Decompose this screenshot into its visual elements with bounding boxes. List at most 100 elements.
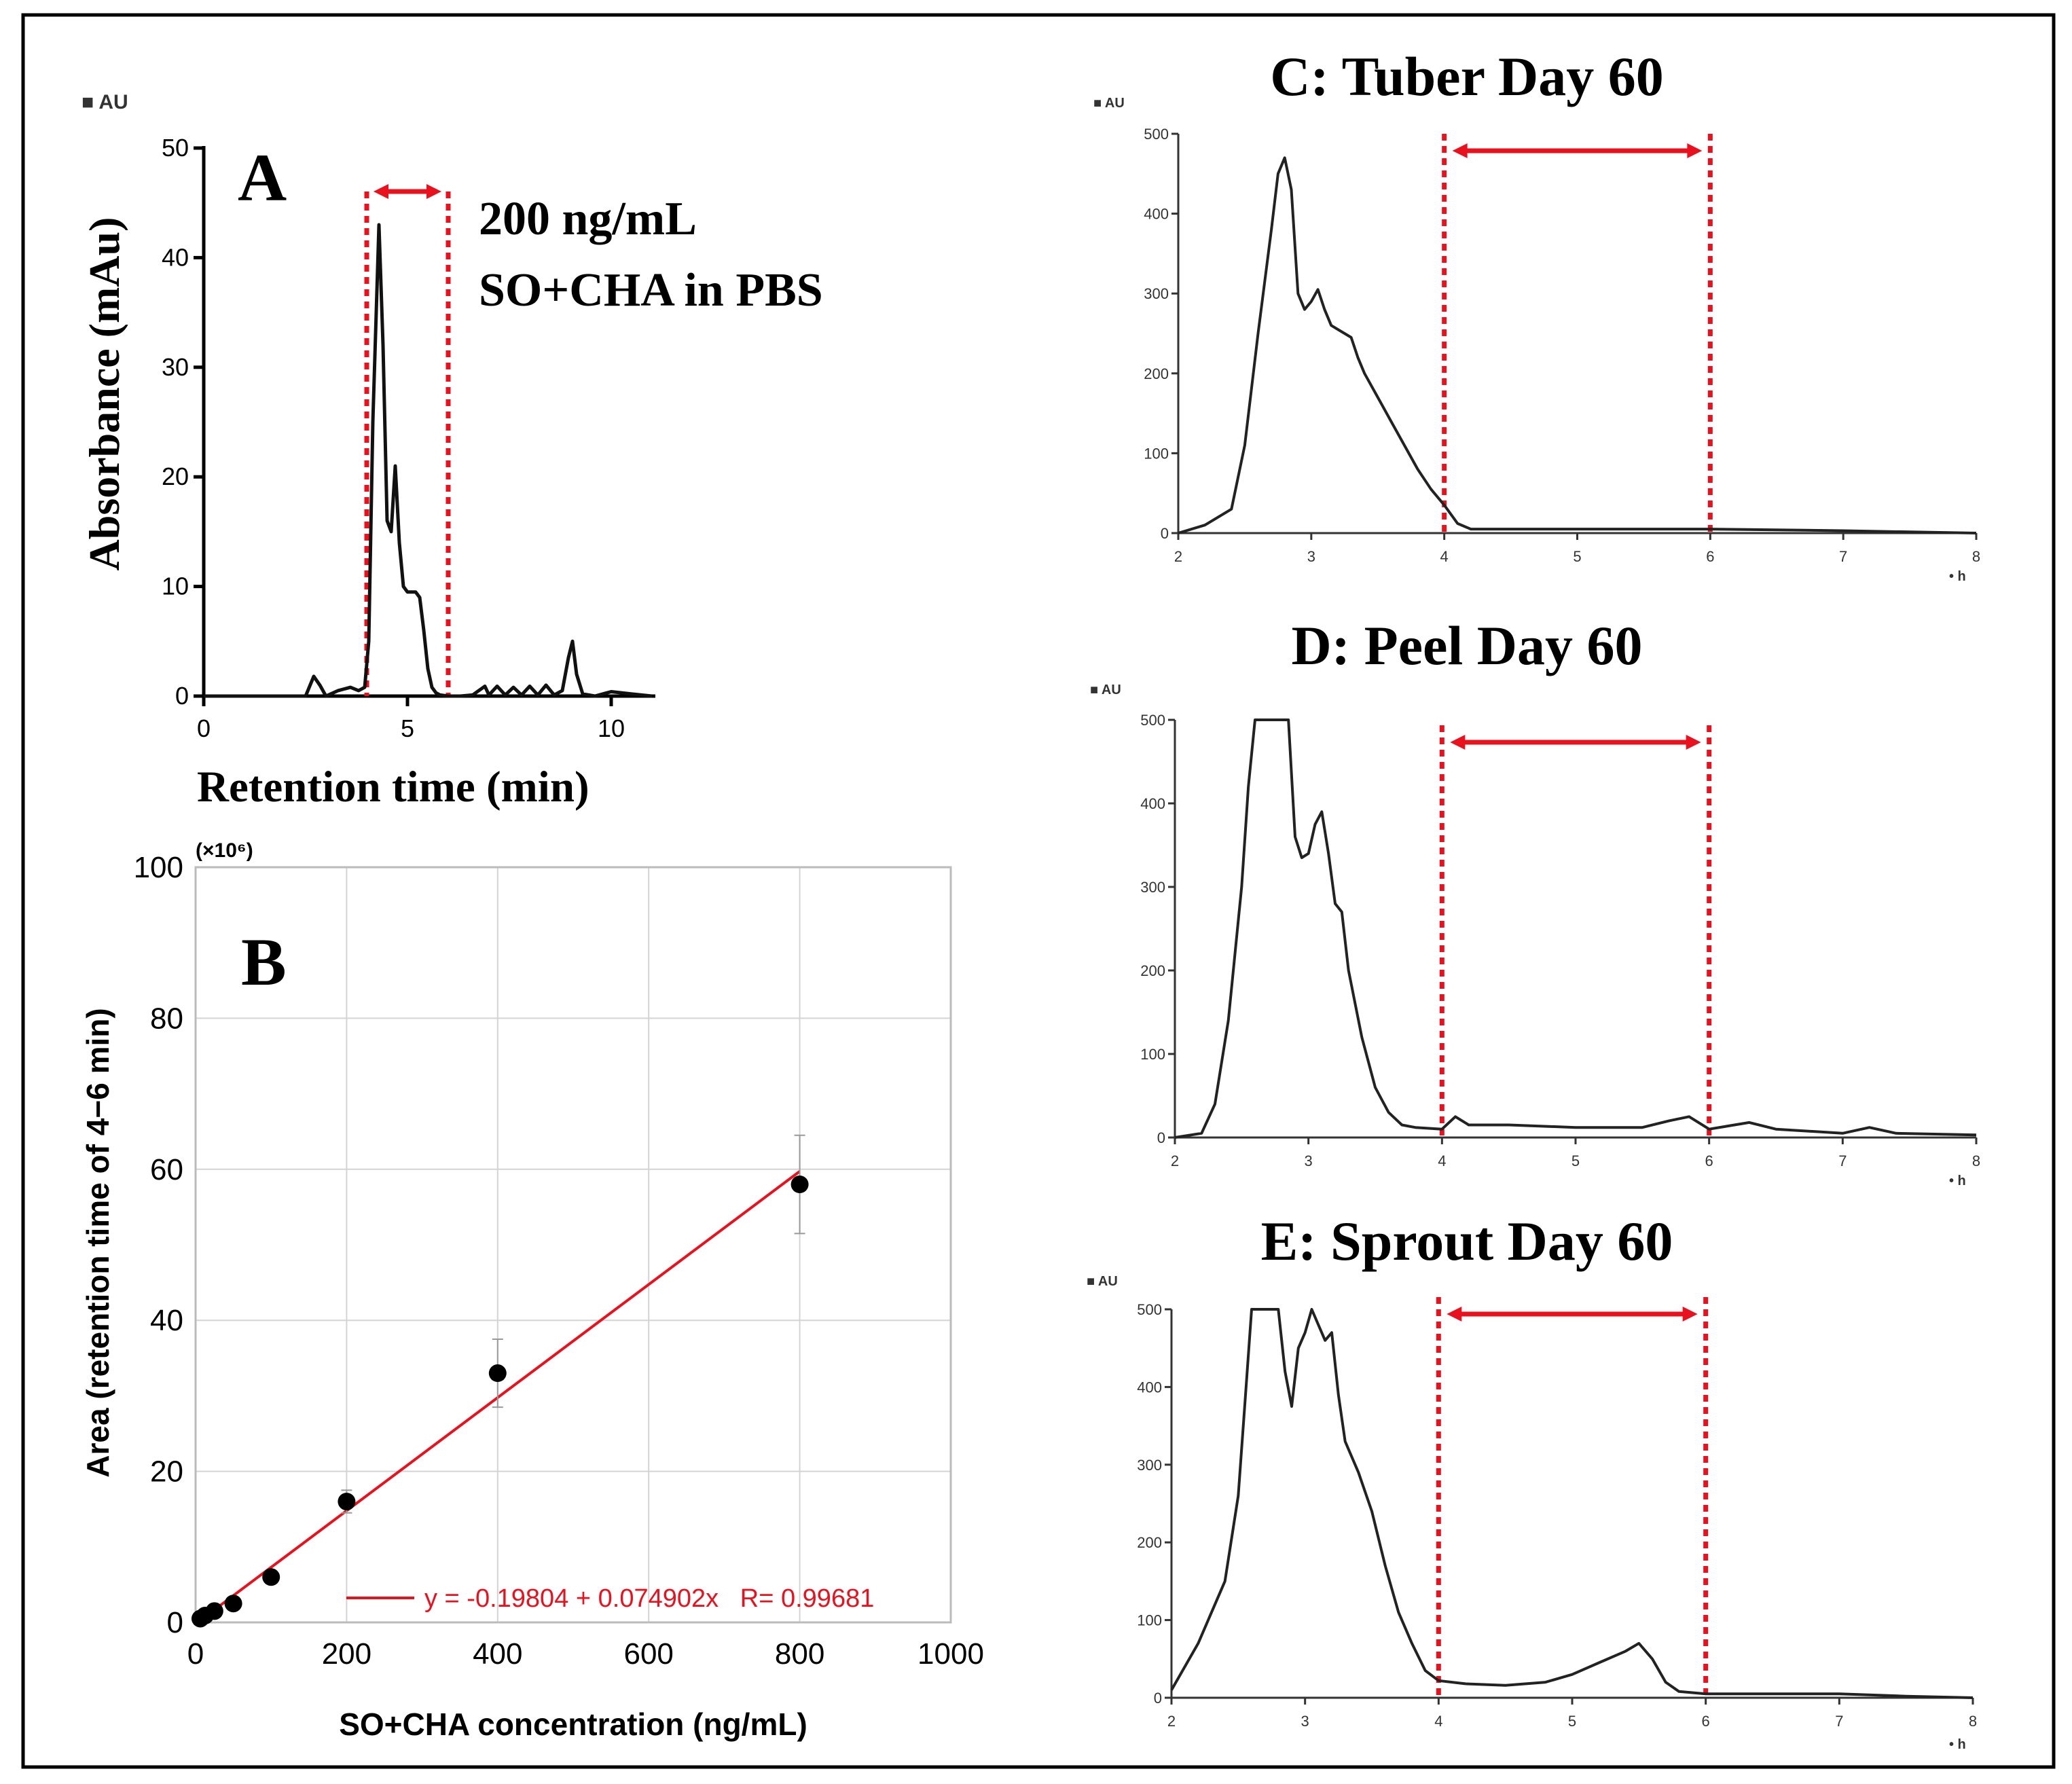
panel-e-y-tick-label: 100 [1137,1612,1162,1629]
panel-e-corner-label: • h [1949,1737,1966,1752]
panel-a-annotation-line1: 200 ng/mL [479,193,697,245]
panel-e-y-tick-label: 400 [1137,1379,1162,1396]
panel-b-y-axis-label: Area (retention time of 4−6 min) [80,1008,115,1477]
panel-c-range-arrow-head-left [1452,143,1468,158]
panel-c-y-tick-label: 400 [1144,206,1169,223]
panel-a-y-tick-label: 10 [162,572,189,600]
panel-d-x-tick-label: 8 [1972,1152,1980,1169]
panel-e-sprout: E: Sprout Day 60 ■ AU • h 2 3 4 5 6 7 8 0 100 200… [1087,1210,1977,1752]
panel-c-corner-label: • h [1949,569,1966,584]
panel-c-y-tick-label: 500 [1144,126,1169,143]
panel-b-y-tick-label: 40 [150,1304,183,1337]
panel-c-x-tick-label: 8 [1972,548,1980,565]
panel-b-data-point [224,1595,242,1613]
panel-e-x-tick-label: 7 [1835,1713,1843,1730]
panel-e-x-tick-label: 6 [1702,1713,1710,1730]
panel-d-x-tick-label: 5 [1571,1152,1580,1169]
panel-e-y-tick-label: 200 [1137,1534,1162,1551]
panel-e-unit-label: ■ AU [1087,1274,1118,1289]
panel-b-x-tick-label: 600 [623,1637,673,1671]
panel-d-x-tick-label: 7 [1838,1152,1847,1169]
panel-d-title: D: Peel Day 60 [1292,615,1643,676]
panel-a-y-tick-label: 0 [175,682,189,710]
panel-a-y-axis-label: Absorbance (mAu) [80,217,128,571]
panel-d-range-arrow-head-left [1450,735,1466,750]
panel-e-trace [1170,1308,1974,1699]
panel-d-y-tick-label: 500 [1140,712,1165,729]
panel-d-y-tick-label: 400 [1140,795,1165,812]
panel-a-letter: A [238,140,287,215]
panel-c-y-tick-label: 200 [1144,365,1169,382]
panel-a-chromatogram: ■ AU A 200 ng/mL SO+CHA in PBS Retention… [80,91,823,812]
panel-b-x-tick-label: 200 [322,1637,371,1671]
panel-b-data-point [338,1493,356,1511]
figure-border [21,13,2056,1769]
panel-e-x-tick-label: 5 [1568,1713,1576,1730]
panel-e-x-tick-label: 8 [1969,1713,1977,1730]
panel-a-x-tick-label: 10 [598,714,625,742]
panel-b-data-point [790,1176,809,1194]
panel-a-annotation-line2: SO+CHA in PBS [479,264,823,316]
panel-e-y-tick-label: 500 [1137,1301,1162,1318]
panel-d-y-tick-label: 0 [1157,1129,1165,1146]
panel-a-y-tick-label: 40 [162,243,189,271]
panel-a-y-tick-label: 50 [162,134,189,162]
panel-b-x-tick-label: 400 [473,1637,522,1671]
panel-b-x-tick-label: 800 [775,1637,824,1671]
panel-b-y-tick-label: 100 [134,851,183,884]
panel-d-trace [1174,718,1977,1139]
panel-a-x-tick-label: 0 [197,714,211,742]
panel-b-calibration: (×10⁶) B 0 200 400 600 800 1000 0 20 40 60 80 100 S… [80,839,984,1742]
panel-e-title: E: Sprout Day 60 [1261,1210,1673,1272]
panel-c-x-tick-label: 2 [1174,548,1182,565]
panel-b-y-tick-label: 80 [150,1002,183,1035]
panel-c-trace [1178,156,1977,534]
panel-a-range-arrow-head-left [374,184,388,199]
panel-a-y-tick-label: 20 [162,462,189,490]
panel-c-tuber: C: Tuber Day 60 ■ AU • h 2 3 4 5 6 7 8 0 100 200 3… [1093,45,1980,584]
panel-d-y-tick-label: 200 [1140,962,1165,979]
panel-d-unit-label: ■ AU [1090,682,1121,697]
panel-b-y-tick-label: 60 [150,1153,183,1186]
panel-e-x-tick-label: 4 [1434,1713,1442,1730]
panel-c-y-tick-label: 300 [1144,285,1169,302]
panel-d-x-tick-label: 2 [1171,1152,1179,1169]
panel-a-x-axis-label: Retention time (min) [197,763,589,812]
panel-c-range-arrow-head-right [1687,143,1703,158]
panel-e-y-tick-label: 300 [1137,1457,1162,1474]
panel-d-y-tick-label: 300 [1140,879,1165,896]
panel-a-range-arrow-head-right [426,184,441,199]
panel-b-x-tick-label: 1000 [917,1637,984,1671]
panel-b-data-point [488,1364,507,1383]
panel-c-x-tick-label: 7 [1839,548,1847,565]
panel-a-x-tick-label: 5 [401,714,414,742]
panel-b-y-multiplier: (×10⁶) [196,839,253,862]
panel-b-y-tick-label: 20 [150,1455,183,1489]
panel-d-x-tick-label: 6 [1705,1152,1713,1169]
panel-c-unit-label: ■ AU [1093,96,1125,111]
panel-b-letter: B [241,924,287,1000]
panel-e-x-tick-label: 3 [1301,1713,1309,1730]
panel-d-corner-label: • h [1949,1173,1966,1188]
panel-e-x-tick-label: 2 [1167,1713,1176,1730]
panel-b-x-axis-label: SO+CHA concentration (ng/mL) [339,1707,807,1742]
panel-b-x-tick-label: 0 [187,1637,204,1671]
panel-a-y-tick-label: 30 [162,353,189,381]
panel-a-unit-label: ■ AU [81,91,128,113]
panel-c-title: C: Tuber Day 60 [1270,45,1663,107]
panel-c-x-tick-label: 6 [1706,548,1714,565]
panel-c-y-tick-label: 0 [1161,525,1169,542]
panel-c-x-tick-label: 4 [1440,548,1449,565]
panel-c-y-tick-label: 100 [1144,445,1169,462]
panel-e-range-arrow-head-left [1447,1307,1462,1322]
panel-d-peel: D: Peel Day 60 ■ AU • h 2 3 4 5 6 7 8 0 100 200 30… [1090,615,1980,1188]
panel-d-x-tick-label: 3 [1305,1152,1313,1169]
panel-c-x-tick-label: 5 [1573,548,1581,565]
panel-b-y-tick-label: 0 [167,1606,183,1639]
panel-b-plot-frame [194,866,952,1624]
panel-b-data-point [205,1602,223,1620]
panel-b-data-point [262,1568,280,1586]
panel-d-range-arrow-head-right [1686,735,1701,750]
panel-d-y-tick-label: 100 [1140,1046,1165,1063]
